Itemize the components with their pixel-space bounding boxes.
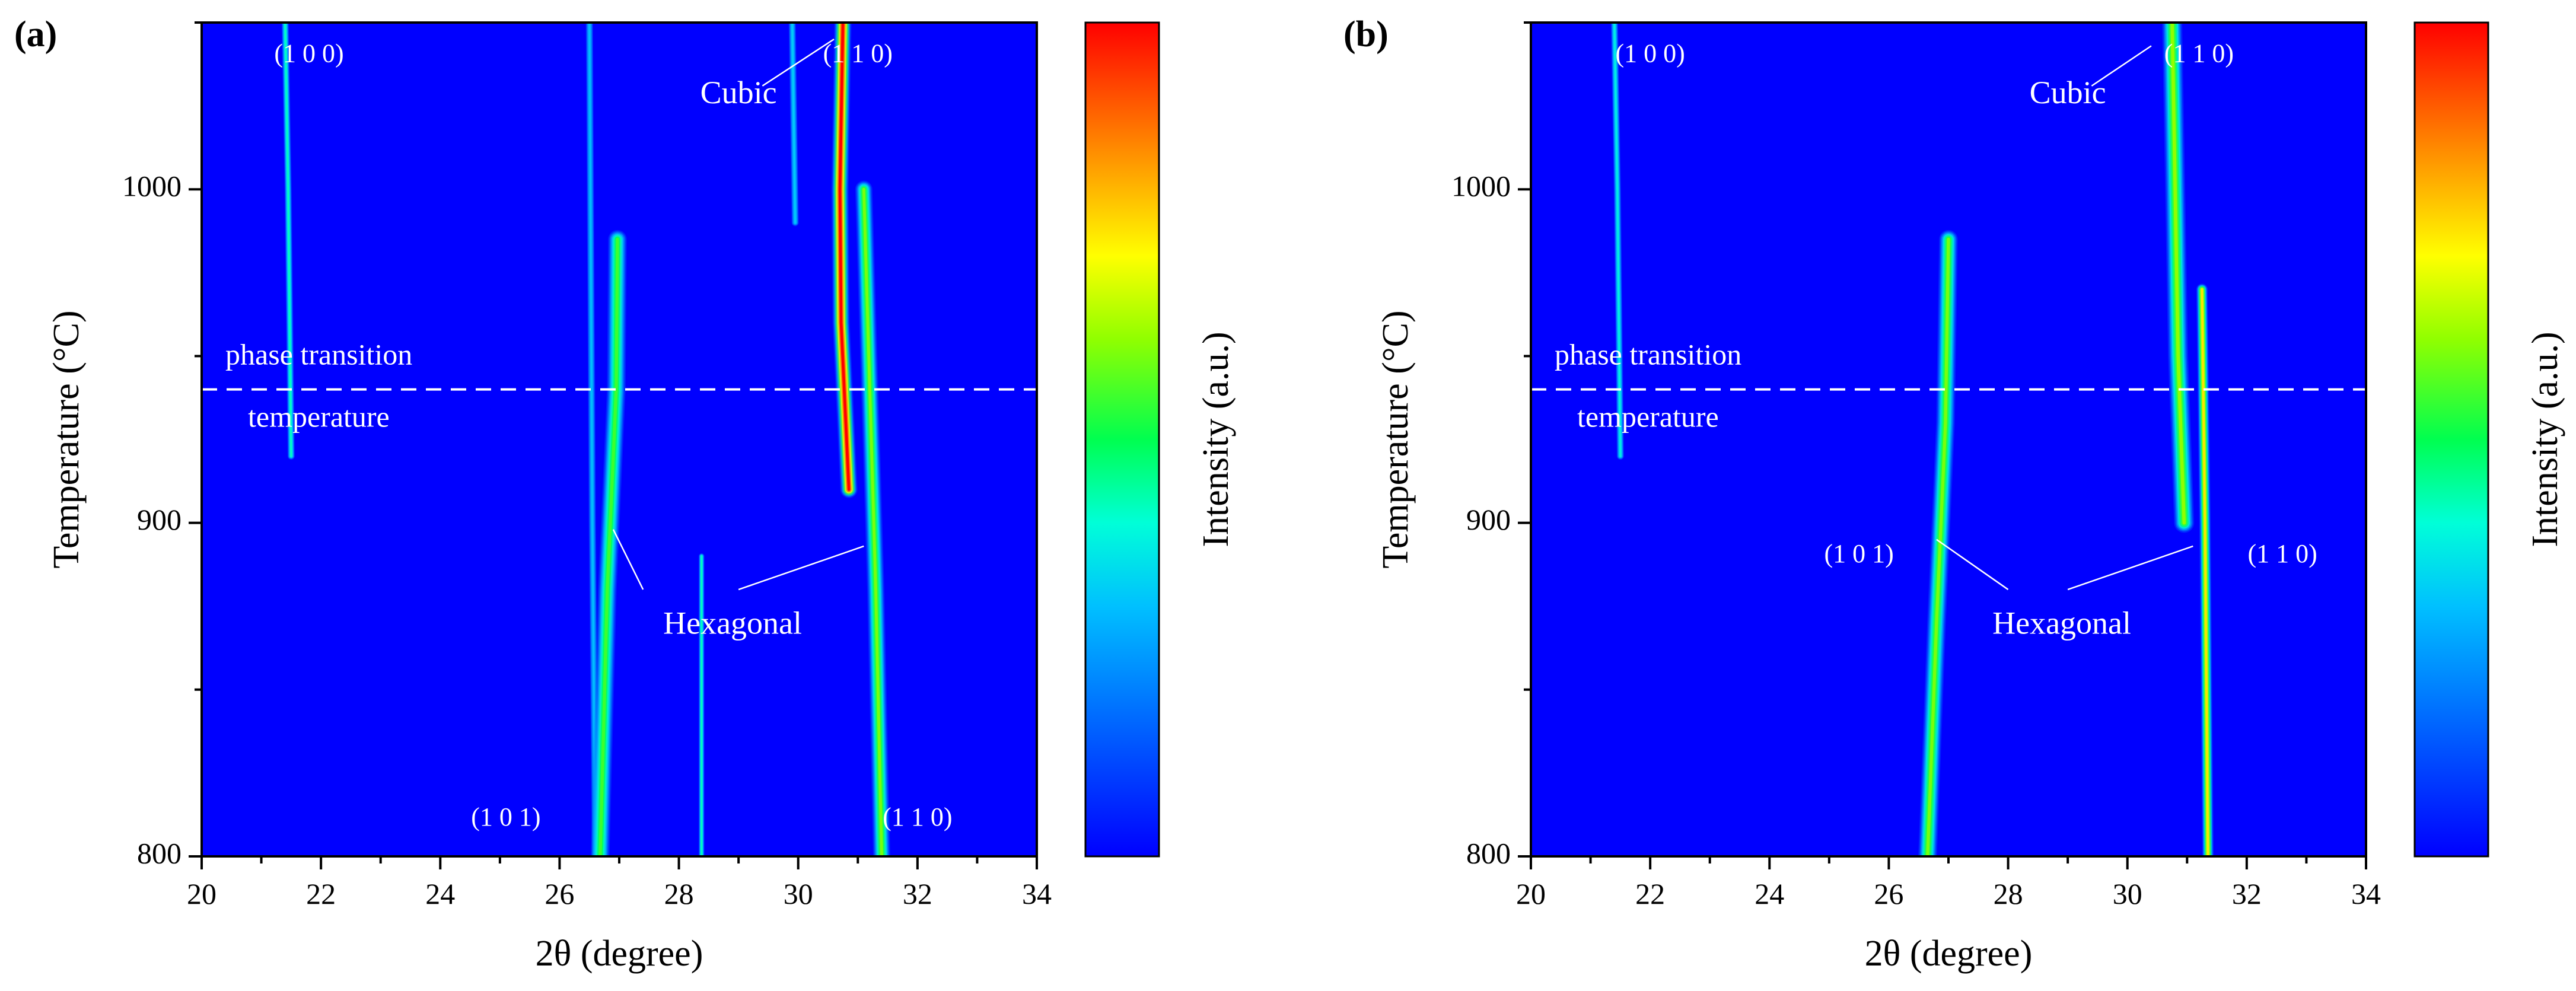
peak-layer	[1926, 238, 1950, 856]
x-tick-label: 22	[306, 877, 336, 910]
x-tick-label: 34	[1022, 877, 1052, 910]
peak-layer	[284, 23, 292, 457]
diffraction-peak-b-3	[2196, 283, 2214, 856]
peak-layer	[1613, 23, 1621, 457]
x-tick-label: 24	[425, 877, 455, 910]
x-tick-label: 32	[2232, 877, 2262, 910]
leader-line	[762, 39, 835, 87]
diffraction-peak-b-1	[1918, 230, 1958, 856]
diffraction-peak-a-0	[281, 23, 295, 460]
diffraction-peak-a-6	[788, 23, 799, 227]
colorbar-label-b: Intensity (a.u.)	[2525, 332, 2565, 547]
x-tick-label: 20	[1516, 877, 1546, 910]
leader-line	[738, 545, 864, 591]
x-axis-label-a: 2θ (degree)	[536, 933, 703, 974]
leader-line	[2067, 545, 2193, 591]
colorbar-label-a: Intensity (a.u.)	[1196, 332, 1236, 547]
diffraction-peak-a-5	[831, 23, 858, 498]
peak-layer	[838, 23, 851, 491]
x-tick-label: 28	[664, 877, 694, 910]
phase-transition-label-2: temperature	[248, 400, 390, 434]
miller-index-label: (1 0 1)	[471, 802, 540, 831]
panel-label-a: (a)	[14, 14, 57, 55]
x-tick-label: 34	[2351, 877, 2381, 910]
miller-index-label: (1 0 0)	[274, 39, 343, 68]
miller-index-label: (1 1 0)	[883, 802, 952, 831]
diffraction-peak-b-0	[1610, 23, 1624, 460]
peak-layer	[2170, 23, 2186, 525]
leader-line	[1936, 538, 2009, 591]
miller-index-label: (1 1 0)	[2248, 539, 2317, 568]
panel-b: (b) phase transition temperature (1 0 0) (1…	[1343, 14, 2565, 974]
peak-layer	[2201, 288, 2209, 856]
diffraction-peak-b-2	[2162, 23, 2195, 533]
miller-index-label: (1 0 0)	[1615, 39, 1685, 68]
miller-index-label: (1 1 0)	[2164, 39, 2234, 68]
peak-layer	[588, 23, 596, 856]
leader-line	[612, 529, 644, 590]
miller-index-label: (1 0 1)	[1824, 539, 1893, 568]
heatmap-peaks-b	[1610, 23, 2214, 856]
panel-a: (a) phase transition temperature (1 0 0) (1…	[14, 14, 1236, 974]
peak-layer	[598, 238, 619, 856]
x-tick-label: 26	[545, 877, 574, 910]
colorbar-b	[2413, 21, 2489, 858]
x-tick-label: 26	[1874, 877, 1903, 910]
colorbar-a	[1084, 21, 1160, 858]
y-tick-label: 1000	[122, 170, 182, 203]
x-tick-label: 24	[1755, 877, 1784, 910]
y-tick-label: 800	[1466, 836, 1511, 869]
x-axis-label-b: 2θ (degree)	[1865, 933, 2033, 974]
phase-transition-label: phase transition	[1555, 338, 1741, 371]
y-axis-label-b: Temperature (°C)	[1375, 310, 1416, 568]
phase-label: Hexagonal	[1992, 605, 2131, 641]
miller-index-label: (1 1 0)	[823, 39, 893, 68]
peak-layer	[791, 23, 796, 224]
peak-layer	[862, 187, 883, 856]
heatmap-peaks-a	[281, 23, 890, 856]
y-tick-label: 900	[1466, 503, 1511, 536]
y-tick-label: 800	[137, 836, 182, 869]
annotations-a: phase transition temperature (1 0 0) (1 1 0…	[202, 39, 1037, 831]
x-tick-label: 20	[187, 877, 216, 910]
axes-a: 20 22 24 26 28 30 32 34 800 900 1000	[122, 21, 1052, 910]
x-tick-label: 32	[903, 877, 932, 910]
phase-transition-label-2: temperature	[1577, 400, 1719, 434]
x-tick-label: 28	[1994, 877, 2023, 910]
leader-line	[2091, 45, 2152, 87]
diffraction-peak-a-4	[855, 180, 890, 856]
phase-label: Cubic	[2030, 75, 2106, 110]
axes-b: 20 22 24 26 28 30 32 34 800 900 1000	[1451, 21, 2381, 910]
diffraction-peak-a-2	[591, 230, 627, 856]
phase-label: Hexagonal	[663, 605, 802, 641]
x-tick-label: 30	[2113, 877, 2142, 910]
x-tick-label: 30	[784, 877, 813, 910]
y-tick-label: 900	[137, 503, 182, 536]
annotations-b: phase transition temperature (1 0 0) (1 1 0…	[1531, 39, 2366, 641]
panel-label-b: (b)	[1343, 14, 1389, 55]
phase-label: Cubic	[700, 75, 777, 110]
y-axis-label-a: Temperature (°C)	[46, 310, 87, 568]
y-tick-label: 1000	[1451, 170, 1511, 203]
x-tick-label: 22	[1635, 877, 1665, 910]
diffraction-peak-a-1	[585, 23, 599, 856]
phase-transition-label: phase transition	[225, 338, 412, 371]
